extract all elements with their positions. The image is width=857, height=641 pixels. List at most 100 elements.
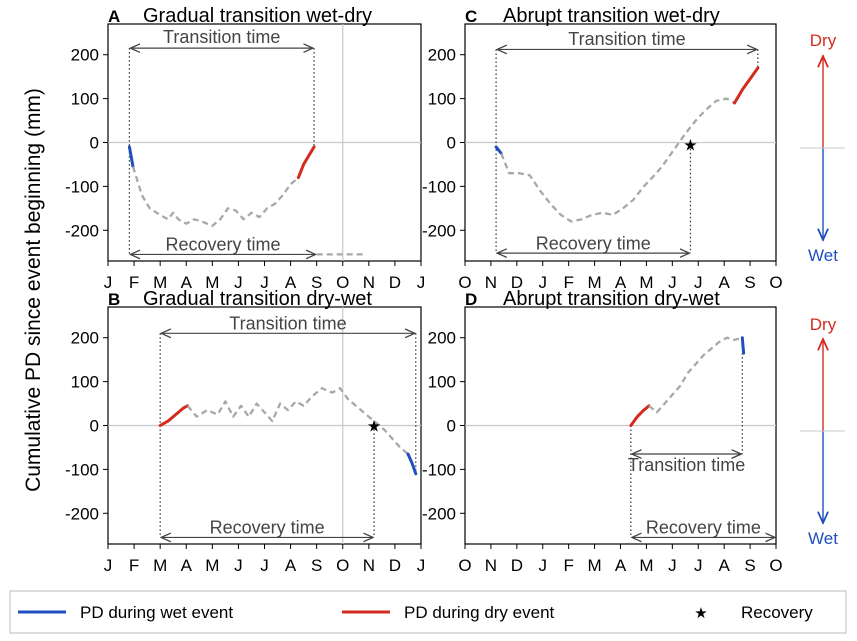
x-tick-label: M [587,556,601,575]
transition-time-label: Transition time [229,314,346,334]
x-tick-label: M [639,273,653,292]
x-tick-label: O [769,273,782,292]
recovery-time-label: Recovery time [166,234,281,254]
y-tick-label: -100 [65,460,99,479]
x-tick-label: O [458,556,471,575]
y-tick-label: 0 [447,134,456,153]
y-tick-label: -200 [65,221,99,240]
x-tick-label: A [718,273,730,292]
x-tick-label: J [694,556,703,575]
y-tick-label: 200 [428,329,456,348]
x-tick-label: F [129,556,139,575]
series-dry [733,66,760,105]
x-tick-label: F [129,273,139,292]
x-tick-label: J [539,273,548,292]
panel-title: Gradual transition dry-wet [143,288,372,310]
series-dry [296,145,316,180]
dry-wet-indicator-top: Dry Wet [800,31,845,265]
x-tick-label: O [769,556,782,575]
x-tick-label: S [744,273,755,292]
x-tick-label: J [104,556,113,575]
y-tick-label: -100 [422,177,456,196]
panel-letter: B [108,290,120,309]
x-tick-label: J [234,556,243,575]
x-tick-label: N [363,556,375,575]
y-tick-label: -100 [422,460,456,479]
x-tick-label: A [181,273,193,292]
x-tick-label: D [511,556,523,575]
legend-recovery-label: Recovery [741,603,813,622]
x-tick-label: A [285,556,297,575]
series-dry [629,404,651,427]
x-tick-label: S [744,556,755,575]
x-tick-label: A [181,556,193,575]
y-tick-label: 100 [71,90,99,109]
y-tick-label: -100 [65,177,99,196]
x-tick-label: J [539,556,548,575]
y-axis-label: Cumulative PD since event beginning (mm) [22,88,45,492]
y-tick-label: -200 [422,504,456,523]
x-tick-label: D [389,556,401,575]
wet-label: Wet [808,529,838,548]
x-tick-label: F [563,273,573,292]
y-tick-label: 0 [90,134,99,153]
series-other [648,336,743,414]
y-tick-label: 100 [428,373,456,392]
dry-label: Dry [810,31,837,50]
dry-wet-indicator-bottom: Dry Wet [800,315,845,548]
x-tick-label: J [260,273,269,292]
x-tick-label: A [285,273,297,292]
x-tick-label: D [389,273,401,292]
y-tick-label: 200 [71,329,99,348]
series-other [131,166,300,228]
panel-letter: C [465,7,477,26]
dry-label: Dry [810,315,837,334]
legend-box [9,590,847,634]
x-tick-label: O [458,273,471,292]
x-tick-label: J [104,273,113,292]
x-tick-label: D [511,273,523,292]
x-tick-label: O [336,273,349,292]
series-other [500,97,736,223]
x-tick-label: J [668,556,677,575]
x-tick-label: F [563,556,573,575]
series-wet [494,145,503,155]
panel-letter: D [465,290,477,309]
x-tick-label: N [485,273,497,292]
x-tick-label: M [153,273,167,292]
wet-label: Wet [808,246,838,265]
recovery-point: ★ [367,419,381,436]
x-tick-label: N [485,556,497,575]
recovery-time-label: Recovery time [646,517,761,537]
x-tick-label: J [417,556,426,575]
y-tick-label: 0 [447,417,456,436]
series-wet [740,336,746,355]
recovery-time-label: Recovery time [210,517,325,537]
recovery-point: ★ [683,138,697,155]
transition-time-label: Transition time [628,455,745,475]
x-tick-label: A [718,556,730,575]
x-tick-label: J [234,273,243,292]
transition-time-label: Transition time [163,27,280,47]
legend: PD during wet event PD during dry event … [9,590,847,634]
panel-title: Gradual transition wet-dry [143,5,372,27]
x-tick-label: A [615,273,627,292]
y-tick-label: 200 [428,46,456,65]
x-tick-label: J [668,273,677,292]
y-tick-label: 100 [71,373,99,392]
transition-time-label: Transition time [568,29,685,49]
legend-dry-label: PD during dry event [404,603,555,622]
x-tick-label: J [694,273,703,292]
y-tick-label: 0 [90,417,99,436]
x-tick-label: J [417,273,426,292]
recovery-time-label: Recovery time [536,233,651,253]
x-tick-label: M [153,556,167,575]
x-tick-label: N [363,273,375,292]
series-wet [406,452,418,476]
x-tick-label: O [336,556,349,575]
